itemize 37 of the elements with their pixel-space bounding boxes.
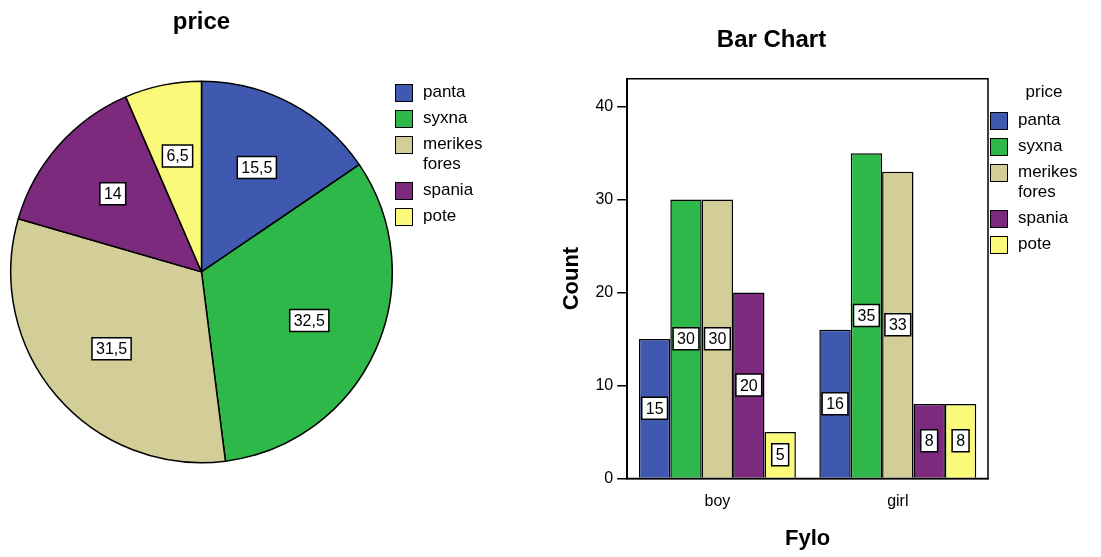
chart-title: Bar Chart: [716, 25, 827, 53]
y-tick-label: 20: [595, 282, 614, 300]
data-label: 14: [103, 185, 122, 203]
legend-label: pote: [423, 206, 458, 226]
x-tick-label: boy: [704, 492, 731, 510]
data-label: 6,5: [166, 147, 189, 165]
data-label: 15: [645, 399, 664, 417]
data-label: 30: [677, 330, 696, 348]
data-label: 33: [888, 316, 907, 334]
legend-label: merikes fores: [423, 134, 484, 174]
data-label: 16: [826, 395, 845, 413]
legend-label: syxna: [423, 108, 469, 128]
legend-label: merikes fores: [1018, 162, 1079, 202]
legend-label: syxna: [1018, 136, 1064, 156]
legend-title: price: [1024, 82, 1064, 102]
legend-label: panta: [1018, 110, 1062, 130]
y-tick-label: 40: [595, 97, 614, 115]
data-label: 30: [708, 330, 727, 348]
y-tick-label: 30: [595, 190, 614, 208]
x-tick-label: girl: [887, 492, 909, 510]
x-axis-title: Fylo: [784, 524, 831, 550]
data-label: 15,5: [241, 158, 273, 176]
data-label: 8: [924, 432, 934, 450]
data-label: 8: [956, 432, 966, 450]
y-axis-title: Count: [558, 246, 584, 311]
data-label: 20: [739, 376, 758, 394]
legend-label: panta: [423, 82, 467, 102]
legend-label: spania: [1018, 208, 1070, 228]
data-label: 35: [857, 306, 876, 324]
y-tick-label: 10: [595, 375, 614, 393]
data-label: 31,5: [96, 340, 128, 358]
y-tick-label: 0: [604, 468, 614, 486]
legend-label: pote: [1018, 234, 1053, 254]
data-label: 32,5: [293, 311, 325, 329]
legend-label: spania: [423, 180, 475, 200]
data-label: 5: [775, 446, 785, 464]
chart-title: price: [172, 7, 231, 35]
